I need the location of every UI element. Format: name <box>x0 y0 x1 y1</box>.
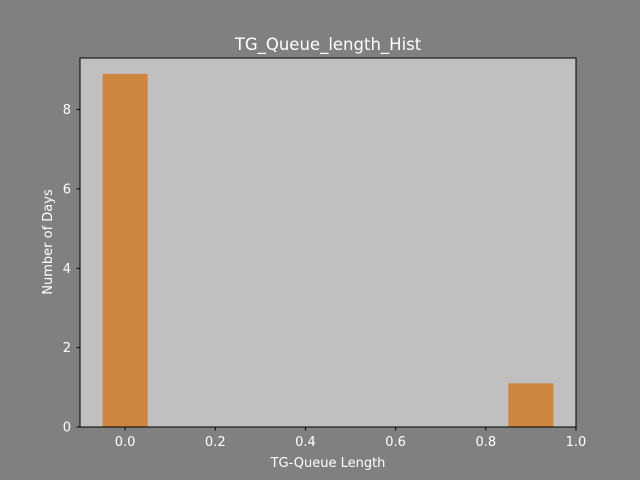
y-tick-label-0: 0 <box>63 421 71 436</box>
x-tick-label-4: 0.8 <box>475 435 496 450</box>
bar-1 <box>508 383 554 427</box>
y-tick-label-1: 2 <box>63 341 71 356</box>
plot-area <box>80 58 576 427</box>
chart-title: TG_Queue_length_Hist <box>234 35 422 55</box>
y-axis-label: Number of Days <box>41 189 56 295</box>
x-tick-label-0: 0.0 <box>115 435 136 450</box>
bar-0 <box>102 73 148 427</box>
bar-group <box>102 73 554 427</box>
x-tick-label-1: 0.2 <box>205 435 226 450</box>
y-tick-label-2: 4 <box>63 262 71 277</box>
x-axis-label: TG-Queue Length <box>270 456 386 471</box>
plot-frame <box>79 57 577 428</box>
x-tick-label-2: 0.4 <box>295 435 316 450</box>
x-tick-label-3: 0.6 <box>385 435 406 450</box>
y-axis: 0 2 4 6 8 <box>63 103 80 436</box>
x-axis: 0.0 0.2 0.4 0.6 0.8 1.0 <box>115 427 587 450</box>
y-tick-label-3: 6 <box>63 182 71 197</box>
y-tick-label-4: 8 <box>63 103 71 118</box>
x-tick-label-5: 1.0 <box>566 435 587 450</box>
